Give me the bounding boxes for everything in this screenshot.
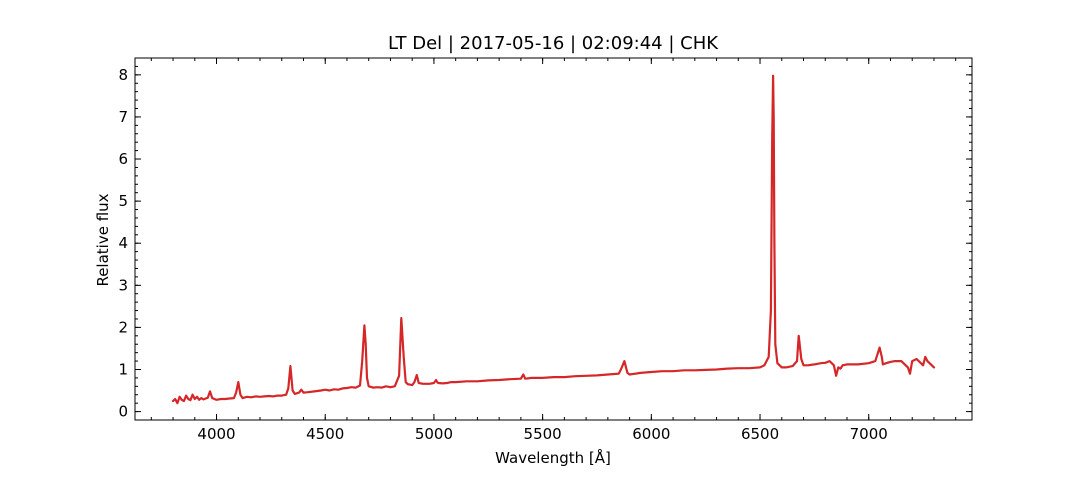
y-tick-label: 1 [118,360,128,378]
x-tick-label: 4000 [197,425,235,443]
x-tick-label: 6500 [741,425,779,443]
y-tick-label: 2 [118,318,128,336]
x-tick-label: 5500 [524,425,562,443]
plot-area [134,57,973,421]
y-axis-label: Relative flux [94,193,112,286]
x-tick-label: 5000 [415,425,453,443]
series-layer [171,74,936,405]
y-tick-label: 7 [118,108,128,126]
x-tick-label: 4500 [306,425,344,443]
x-tick-label: 7000 [850,425,888,443]
y-tick-label: 8 [118,66,128,84]
axis-ticks: 4000 4500 5000 5500 6000 6500 7000 0 1 2 3 4 5 6 7 8 [118,57,972,443]
y-tick-label: 0 [118,403,128,421]
spectrum-line [171,74,936,405]
y-tick-label: 6 [118,150,128,168]
chart-title: LT Del | 2017-05-16 | 02:09:44 | CHK [388,33,719,54]
y-tick-label: 5 [118,192,128,210]
y-tick-label: 3 [118,276,128,294]
x-tick-label: 6000 [632,425,670,443]
x-axis-label: Wavelength [Å] [495,448,611,467]
y-tick-label: 4 [118,234,128,252]
